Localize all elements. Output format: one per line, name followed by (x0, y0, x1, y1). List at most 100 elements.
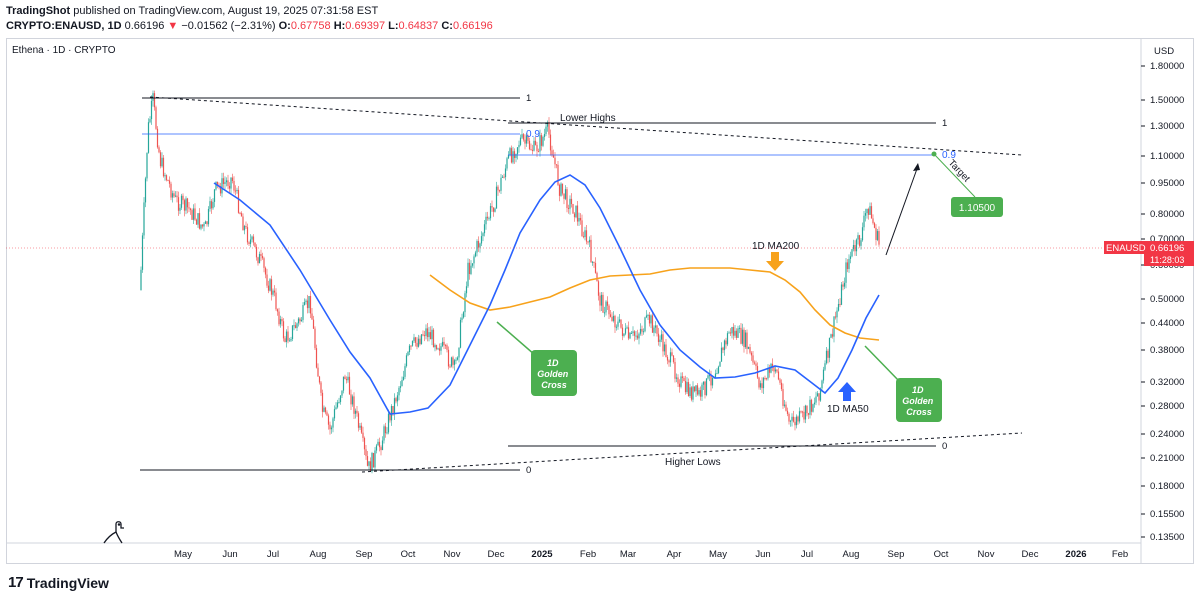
candle-body (471, 263, 474, 266)
candle-body (285, 331, 288, 342)
candle-body (252, 236, 255, 243)
high-label: H: (333, 20, 346, 32)
candle-body (491, 206, 493, 208)
candle-body (263, 258, 265, 268)
candle-body (492, 207, 495, 212)
candle-body (524, 139, 526, 144)
candle-body (201, 224, 204, 227)
candle-body (633, 331, 636, 336)
candle-body (680, 376, 682, 387)
price-tag-price: 0.66196 (1150, 243, 1184, 254)
x-tick-label: Jul (267, 549, 279, 560)
candle-body (411, 340, 414, 346)
price-tag-symbol[interactable] (1104, 241, 1194, 254)
golden-cross-2-badge[interactable] (896, 378, 942, 422)
candle-body (239, 212, 241, 214)
candle-body (312, 319, 315, 329)
candle-body (708, 375, 711, 377)
candle-body (546, 122, 549, 127)
chart-frame[interactable] (6, 38, 1194, 564)
ma50-line[interactable] (213, 174, 880, 415)
y-tick-label: 1.30000 (1150, 121, 1184, 132)
dino-icon (103, 521, 124, 544)
candle-body (609, 314, 612, 317)
lower-highs-trendline[interactable] (149, 96, 1023, 156)
ma200-line[interactable] (429, 267, 880, 341)
candle-body (698, 390, 700, 395)
candle-body (237, 189, 240, 213)
candle-body (420, 334, 423, 345)
projection-arrow[interactable] (885, 165, 919, 256)
author[interactable]: TradingShot (6, 5, 71, 17)
target-badge[interactable] (951, 197, 1003, 217)
candle-body (228, 185, 231, 189)
candle-body (476, 241, 478, 253)
footer-brand[interactable]: 17 TradingView (8, 574, 109, 591)
price-tag-countdown-text: 11:28:03 (1150, 255, 1184, 265)
candle-body (830, 334, 832, 338)
x-tick-label: 2026 (1065, 549, 1086, 560)
candle-body (644, 317, 646, 332)
candle-body (779, 379, 781, 383)
target-connector (933, 153, 976, 198)
candle-body (294, 325, 297, 329)
candle-body (855, 239, 858, 252)
candle-body (191, 210, 193, 220)
candle-body (579, 217, 582, 221)
candle-body (714, 373, 717, 378)
candle-body (816, 393, 819, 397)
candle-body (872, 218, 874, 224)
y-tick-label: 0.50000 (1150, 294, 1184, 305)
candle-body (702, 381, 705, 385)
candle-body (806, 405, 808, 414)
candle-body (429, 332, 432, 340)
candle-body (336, 402, 339, 408)
candle-body (549, 134, 552, 151)
candle-body (273, 290, 276, 293)
candle-body (183, 200, 186, 211)
candle-body (636, 335, 639, 339)
candle-body (179, 207, 181, 211)
candle-body (749, 347, 751, 353)
candle-body (711, 377, 714, 386)
candle-body (423, 335, 426, 337)
candle-body (561, 183, 564, 194)
candle-body (867, 208, 870, 215)
candle-body (870, 206, 873, 219)
candle-body (840, 284, 843, 305)
candle-body (230, 177, 232, 189)
candle-body (863, 215, 865, 228)
candle-body (638, 333, 640, 339)
candle-body (375, 445, 378, 451)
candle-body (480, 236, 483, 244)
candle-body (291, 325, 294, 339)
x-tick-label: Oct (934, 549, 949, 560)
golden-cross-1-badge[interactable] (531, 350, 577, 396)
fib-0-right-label: 0 (942, 441, 947, 452)
candle-body (363, 437, 366, 450)
candle-body (387, 413, 390, 433)
candle-body (329, 424, 331, 430)
candle-body (356, 410, 358, 414)
y-tick-label: 0.24000 (1150, 429, 1184, 440)
higher-lows-trendline[interactable] (361, 432, 1023, 473)
candle-body (344, 376, 346, 380)
candle-body (690, 387, 693, 400)
candle-body (258, 254, 261, 264)
candle-body (588, 239, 591, 243)
candle-body (437, 348, 439, 350)
candle-body (149, 119, 151, 123)
x-tick-label: Sep (888, 549, 905, 560)
candle-body (303, 302, 306, 306)
y-tick-label: 0.80000 (1150, 209, 1184, 220)
candle-body (339, 395, 342, 403)
candle-body (662, 334, 664, 352)
candle-body (173, 193, 175, 197)
candle-body (630, 332, 633, 334)
candle-body (518, 144, 520, 148)
y-tick-label: 0.32000 (1150, 377, 1184, 388)
candle-body (660, 334, 663, 340)
candle-body (507, 154, 510, 159)
candle-body (308, 296, 310, 309)
